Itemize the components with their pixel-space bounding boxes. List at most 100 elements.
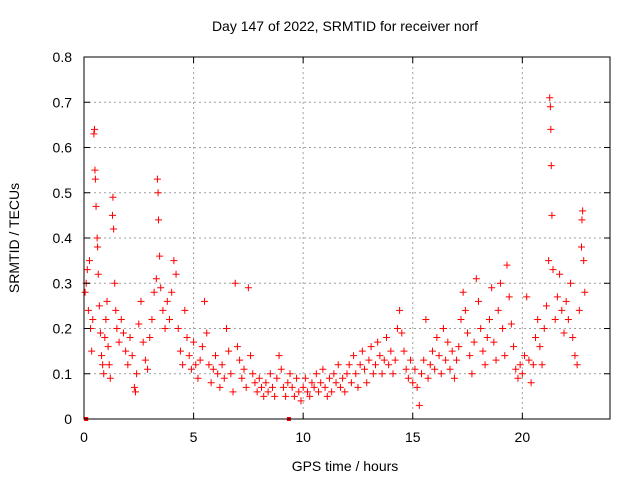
- data-point: [548, 211, 556, 219]
- data-point: [170, 257, 178, 265]
- data-point: [94, 243, 102, 251]
- data-point: [168, 288, 176, 296]
- data-point: [374, 338, 382, 346]
- data-point: [218, 361, 226, 369]
- data-point: [266, 370, 274, 378]
- data-point: [545, 257, 553, 265]
- data-point: [205, 361, 213, 369]
- data-point: [464, 329, 472, 337]
- data-point: [220, 374, 228, 382]
- data-point: [310, 383, 318, 391]
- data-point: [187, 365, 195, 373]
- data-point: [343, 370, 351, 378]
- data-point: [117, 315, 125, 323]
- data-point: [196, 356, 204, 364]
- data-point: [551, 315, 559, 323]
- data-point: [102, 315, 110, 323]
- data-point: [398, 329, 406, 337]
- data-point: [350, 352, 358, 360]
- chart-title: Day 147 of 2022, SRMTID for receiver nor…: [212, 18, 478, 34]
- data-point: [144, 365, 152, 373]
- data-point: [488, 284, 496, 292]
- data-point: [363, 379, 371, 387]
- data-point: [122, 347, 130, 355]
- data-point: [382, 334, 390, 342]
- data-point: [124, 361, 132, 369]
- data-point: [115, 338, 123, 346]
- data-point: [411, 365, 419, 373]
- data-point: [288, 383, 296, 391]
- y-tick-labels: 0 0.1 0.2 0.3 0.4 0.5 0.6 0.7 0.8: [53, 49, 73, 427]
- data-point: [332, 379, 340, 387]
- data-point: [238, 374, 246, 382]
- data-point: [95, 302, 103, 310]
- data-point: [376, 352, 384, 360]
- data-point: [268, 383, 276, 391]
- data-point: [457, 315, 465, 323]
- data-point: [389, 370, 397, 378]
- grid-lines: [84, 57, 610, 419]
- data-point: [369, 370, 377, 378]
- data-point: [83, 266, 91, 274]
- data-point: [113, 325, 121, 332]
- data-point: [105, 361, 113, 369]
- data-point: [325, 374, 333, 382]
- data-point: [402, 365, 410, 373]
- x-tick-label: 0: [80, 429, 88, 445]
- x-tick-label: 20: [515, 429, 531, 445]
- data-point: [564, 315, 572, 323]
- data-point: [371, 361, 379, 369]
- data-point: [308, 379, 316, 387]
- data-point: [119, 329, 127, 337]
- data-point: [580, 257, 588, 265]
- data-point: [236, 356, 244, 364]
- data-point: [81, 288, 89, 296]
- data-point: [499, 325, 507, 332]
- data-point: [422, 315, 430, 323]
- data-point: [91, 125, 99, 133]
- data-point: [358, 347, 366, 355]
- data-point: [328, 388, 336, 396]
- data-point: [92, 202, 100, 210]
- data-point: [455, 343, 463, 351]
- data-point: [442, 356, 450, 364]
- data-point: [542, 302, 550, 310]
- data-point: [284, 379, 292, 387]
- data-point: [415, 401, 423, 409]
- data-point: [558, 306, 566, 314]
- data-point: [306, 392, 314, 400]
- data-point: [536, 343, 544, 351]
- y-tick-label: 0.1: [53, 366, 73, 382]
- data-point: [380, 356, 388, 364]
- data-point: [507, 320, 515, 328]
- data-point: [396, 306, 404, 314]
- data-point: [130, 383, 138, 391]
- data-point: [578, 216, 586, 224]
- data-point: [194, 374, 202, 382]
- data-point: [154, 189, 162, 197]
- data-point: [290, 392, 298, 400]
- data-point: [510, 343, 518, 351]
- data-point: [578, 243, 586, 251]
- data-point: [157, 284, 165, 292]
- y-tick-label: 0.8: [53, 49, 73, 65]
- data-point: [98, 352, 106, 360]
- x-tick-labels: 0 5 10 15 20: [80, 429, 530, 445]
- data-point: [99, 361, 107, 369]
- data-point: [475, 297, 482, 305]
- data-point: [231, 279, 239, 287]
- data-point: [133, 370, 141, 378]
- data-point: [439, 325, 447, 332]
- data-point: [110, 225, 118, 233]
- data-point: [103, 297, 111, 305]
- data-point: [244, 284, 252, 292]
- data-point: [111, 279, 119, 287]
- data-point: [304, 388, 312, 396]
- data-point: [90, 130, 98, 138]
- data-point: [163, 297, 171, 305]
- data-point: [562, 297, 570, 305]
- data-point: [468, 370, 476, 378]
- data-point: [192, 361, 200, 369]
- data-point: [560, 329, 568, 337]
- data-point: [152, 275, 160, 283]
